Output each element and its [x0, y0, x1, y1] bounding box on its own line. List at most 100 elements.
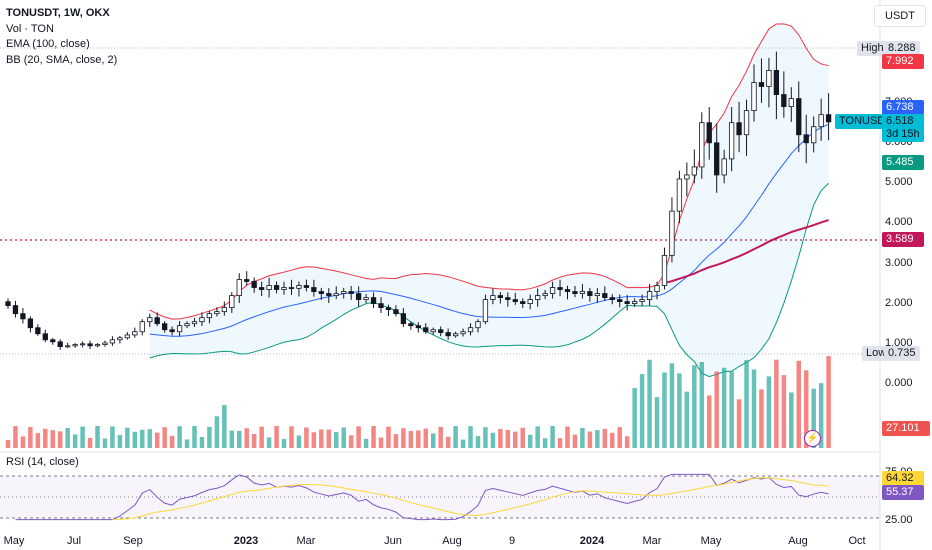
volume-bar — [50, 430, 56, 448]
candle-body — [445, 332, 451, 337]
candle-body — [72, 344, 78, 347]
candle-body — [236, 279, 242, 296]
lightning-icon[interactable]: ⚡ — [804, 430, 821, 447]
time-axis-label: Aug — [442, 535, 462, 547]
time-axis-label: Oct — [848, 535, 866, 547]
countdown-tag: 3d 15h — [882, 127, 924, 142]
bb-basis-line — [149, 124, 829, 337]
rsi-indicator-label[interactable]: RSI (14, close) — [6, 456, 79, 468]
volume-bar — [513, 431, 518, 448]
candle-body — [169, 329, 175, 333]
volume-indicator-label[interactable]: Vol · TON — [6, 22, 54, 35]
last-price-tag: 6.518 — [882, 114, 924, 129]
volume-bar — [632, 388, 637, 448]
volume-bar — [475, 436, 481, 448]
volume-bar — [311, 432, 317, 448]
time-axis-label: Aug — [788, 535, 808, 547]
candle-body — [669, 210, 675, 256]
candle-body — [214, 311, 220, 315]
candle-body — [430, 329, 436, 333]
candle-body — [766, 70, 772, 87]
volume-bar — [430, 433, 436, 448]
candle-body — [624, 301, 630, 304]
volume-bar — [580, 427, 585, 448]
volume-bar — [169, 435, 175, 448]
candle-body — [102, 342, 108, 346]
bb-upper-tag: 7.992 — [882, 54, 924, 69]
candle-body — [326, 293, 332, 296]
volume-bar — [505, 429, 511, 448]
volume-bar — [490, 432, 496, 448]
volume-bar — [177, 426, 182, 448]
volume-bar — [251, 433, 257, 448]
time-axis-label: Jun — [384, 535, 402, 547]
volume-bar — [43, 428, 48, 448]
volume-bar — [736, 399, 742, 448]
candle-body — [79, 343, 86, 346]
candle-body — [512, 299, 518, 302]
candle-body — [594, 293, 600, 296]
volume-bar — [721, 367, 727, 448]
candle-body — [109, 339, 116, 344]
volume-bar — [647, 359, 652, 448]
volume-bar — [714, 371, 719, 448]
time-axis-label: 2024 — [579, 535, 605, 547]
time-axis-label: Sep — [123, 535, 143, 547]
volume-bar — [401, 428, 406, 448]
volume-tag: 27.101 M — [882, 421, 930, 449]
candle-body — [654, 285, 660, 292]
rsi-ma-tag: 64.32 — [882, 471, 924, 486]
price-axis-label: 4.000 — [885, 216, 913, 228]
volume-bar — [184, 439, 190, 448]
volume-bar — [535, 426, 540, 448]
candle-body — [370, 297, 377, 305]
candle-body — [811, 126, 817, 144]
candle-body — [579, 291, 586, 294]
candle-body — [475, 321, 481, 329]
time-axis-label: 9 — [508, 535, 516, 547]
volume-bar — [572, 434, 578, 448]
high-label-tag: High — [857, 41, 887, 56]
volume-bar — [274, 426, 279, 448]
volume-bar — [557, 438, 563, 448]
volume-bar — [393, 434, 399, 448]
volume-bar — [199, 436, 205, 448]
candle-body — [318, 291, 324, 294]
chart-legend: TONUSDT, 1W, OKX Vol · TON EMA (100, clo… — [6, 6, 117, 68]
candle-body — [27, 318, 34, 329]
candle-body — [147, 317, 153, 323]
bb-indicator-label[interactable]: BB (20, SMA, close, 2) — [6, 53, 118, 66]
candle-body — [154, 317, 160, 325]
candle-body — [781, 94, 787, 108]
candle-body — [587, 291, 593, 296]
candle-body — [94, 344, 101, 347]
volume-bar — [87, 437, 93, 448]
currency-button[interactable]: USDT — [874, 5, 926, 27]
candle-body — [296, 285, 302, 289]
candle-body — [132, 331, 138, 336]
candle-body — [549, 287, 556, 294]
ema-indicator-label[interactable]: EMA (100, close) — [6, 38, 90, 50]
volume-bar — [639, 374, 645, 448]
candle-body — [184, 323, 190, 327]
candle-body — [229, 295, 235, 309]
candle-body — [520, 301, 526, 304]
volume-bar — [304, 427, 309, 448]
candle-body — [273, 285, 280, 290]
candle-body — [57, 341, 63, 348]
candle-body — [221, 307, 227, 313]
candle-body — [758, 82, 765, 87]
volume-bar — [744, 360, 749, 448]
volume-bar — [80, 426, 85, 448]
candle-body — [333, 293, 339, 296]
candle-body — [311, 287, 317, 292]
candle-body — [176, 325, 183, 333]
ema-tag: 3.589 — [882, 232, 924, 247]
volume-bar — [95, 426, 100, 448]
candle-body — [467, 327, 474, 333]
candle-body — [199, 317, 205, 323]
volume-bar — [147, 429, 152, 448]
candle-body — [5, 301, 11, 307]
rsi-ma-line — [112, 477, 829, 521]
